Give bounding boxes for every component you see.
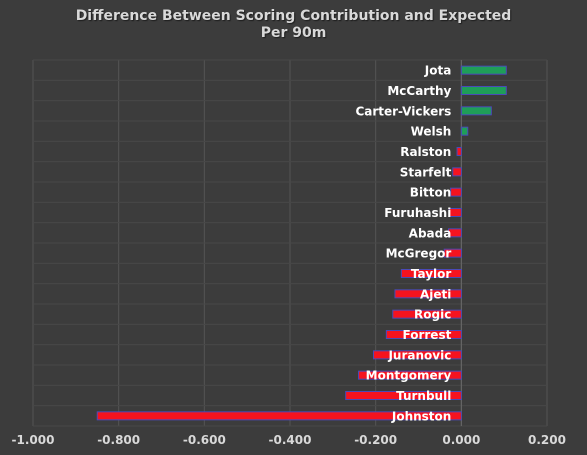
category-label: Carter-Vickers xyxy=(355,104,451,118)
bar-johnston xyxy=(96,411,462,421)
bar-furuhashi xyxy=(448,208,462,217)
x-tick-label: -0.400 xyxy=(269,433,312,447)
bar-bitton xyxy=(450,187,462,197)
category-label: Turnbull xyxy=(396,389,451,403)
x-tick-label: -0.600 xyxy=(183,433,226,447)
chart-title-line-1: Difference Between Scoring Contribution … xyxy=(75,8,512,24)
bar-montgomery xyxy=(358,370,462,380)
bar-welsh xyxy=(460,126,469,136)
category-label: McCarthy xyxy=(387,84,451,98)
category-label: Furuhashi xyxy=(384,206,451,220)
bar-ajeti xyxy=(394,289,462,299)
bar-starfelt xyxy=(452,167,462,177)
x-tick-label: -1.000 xyxy=(12,433,55,447)
category-label: Rogic xyxy=(414,308,451,322)
category-label: Jota xyxy=(424,64,452,78)
x-tick-label: -0.800 xyxy=(97,433,140,447)
category-label: Ralston xyxy=(400,145,451,159)
bar-forrest xyxy=(385,330,462,339)
x-tick-label: 0.200 xyxy=(528,433,566,447)
bar-carter-vickers xyxy=(460,106,492,116)
category-label: Bitton xyxy=(410,186,452,200)
bar-ralston xyxy=(456,147,462,156)
category-label: Juranovic xyxy=(387,348,451,362)
bar-taylor xyxy=(400,269,462,278)
category-label: Forrest xyxy=(403,328,452,342)
bar-abada xyxy=(447,228,462,238)
bar-turnbull xyxy=(345,391,462,400)
category-label: Johnston xyxy=(391,409,451,423)
category-label: Welsh xyxy=(411,125,452,139)
category-label: McGregor xyxy=(386,247,452,261)
bar-juranovic xyxy=(373,350,462,360)
bar-mccarthy xyxy=(460,86,507,95)
chart-title-line-2: Per 90m xyxy=(260,25,327,41)
chart-title: Difference Between Scoring Contribution … xyxy=(0,8,587,42)
category-label: Abada xyxy=(409,226,452,240)
category-label: Montgomery xyxy=(366,369,452,383)
x-tick-label: -0.200 xyxy=(354,433,397,447)
category-label: Starfelt xyxy=(400,165,452,179)
bar-mcgregor xyxy=(443,248,462,258)
category-label: Taylor xyxy=(411,267,452,281)
x-tick-label: 0.000 xyxy=(442,433,480,447)
bar-jota xyxy=(460,65,507,75)
category-label: Ajeti xyxy=(420,287,451,301)
bar-rogic xyxy=(392,309,462,319)
